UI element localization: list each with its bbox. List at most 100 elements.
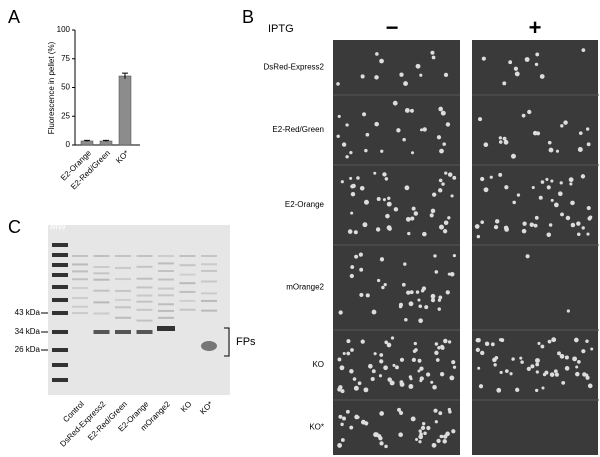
- colony: [586, 142, 591, 147]
- colony: [504, 369, 509, 373]
- gel-band: [158, 294, 174, 297]
- colony: [339, 365, 345, 371]
- colony: [438, 188, 443, 193]
- colony: [404, 108, 410, 113]
- colony: [383, 365, 388, 371]
- colony: [529, 222, 534, 227]
- ladder-band: [52, 273, 68, 277]
- plate: [472, 40, 598, 455]
- colony: [350, 191, 356, 197]
- colony: [360, 419, 366, 425]
- colony: [430, 208, 436, 214]
- colony: [447, 216, 451, 220]
- colony: [390, 336, 395, 340]
- colony: [363, 199, 369, 205]
- colony: [363, 387, 369, 393]
- colony: [431, 442, 437, 448]
- colony: [570, 222, 576, 228]
- colony: [431, 55, 436, 60]
- colony: [338, 310, 343, 315]
- colony: [434, 342, 439, 346]
- colony: [404, 185, 410, 191]
- colony: [383, 282, 387, 287]
- colony: [520, 360, 524, 364]
- colony: [379, 359, 384, 364]
- colony: [546, 232, 552, 238]
- ladder-band: [52, 285, 68, 289]
- colony: [492, 357, 497, 363]
- error-bar: [103, 139, 109, 142]
- gel-band: [72, 278, 88, 281]
- colony: [438, 411, 443, 416]
- colony: [342, 351, 346, 355]
- colony: [570, 200, 575, 206]
- colony: [551, 337, 557, 343]
- colony: [380, 149, 384, 153]
- y-tick-label: 25: [61, 111, 70, 120]
- fp-band: [136, 330, 153, 334]
- gel-band: [201, 309, 217, 312]
- y-tick-label: 50: [61, 83, 70, 92]
- colony: [477, 366, 481, 370]
- colony: [478, 384, 484, 389]
- colony: [395, 365, 399, 370]
- colony: [346, 351, 351, 356]
- colony: [387, 377, 392, 382]
- colony: [387, 196, 391, 200]
- colony: [404, 317, 408, 322]
- colony: [399, 72, 404, 77]
- marker-label: 43 kDa: [15, 308, 41, 317]
- colony: [349, 369, 354, 374]
- colony: [341, 142, 347, 147]
- colony: [399, 357, 405, 362]
- colony: [547, 339, 552, 344]
- gel-band: [201, 299, 217, 302]
- colony: [489, 175, 493, 179]
- colony: [415, 438, 419, 442]
- colony: [445, 122, 451, 127]
- gel-band: [72, 255, 88, 257]
- colony: [548, 223, 553, 227]
- colony: [537, 341, 541, 345]
- marker-label: 34 kDa: [15, 327, 41, 336]
- ladder-band: [52, 311, 68, 315]
- colony: [441, 182, 445, 186]
- gel-band: [201, 292, 217, 295]
- colony: [516, 193, 521, 197]
- colony: [447, 340, 452, 344]
- colony: [521, 228, 527, 234]
- colony: [474, 224, 480, 229]
- colony: [417, 369, 421, 373]
- colony: [398, 410, 404, 415]
- colony: [437, 307, 441, 311]
- colony: [418, 304, 423, 309]
- gel-band: [115, 316, 131, 319]
- y-tick-label: 0: [66, 140, 71, 149]
- colony: [442, 439, 447, 444]
- colony: [362, 112, 367, 117]
- colony: [498, 140, 503, 144]
- gel-band: [201, 269, 217, 272]
- colony: [418, 440, 422, 444]
- colony: [498, 136, 502, 140]
- panel-label: B: [242, 7, 254, 27]
- colony: [434, 420, 438, 424]
- colony: [432, 384, 437, 390]
- colony: [557, 191, 563, 197]
- colony: [448, 410, 452, 414]
- gel-band: [179, 264, 196, 267]
- gel-band: [158, 278, 174, 281]
- colony: [575, 365, 579, 369]
- row-label: mOrange2: [286, 283, 324, 292]
- colony: [490, 342, 495, 347]
- colony: [493, 224, 499, 230]
- colony: [588, 215, 593, 220]
- colony: [418, 429, 422, 433]
- colony: [368, 363, 373, 369]
- gel-band: [93, 272, 110, 275]
- gel-band: [158, 316, 174, 319]
- fp-band: [115, 330, 131, 334]
- error-bar: [122, 72, 128, 79]
- bar: [99, 140, 113, 146]
- gel-band: [201, 280, 217, 283]
